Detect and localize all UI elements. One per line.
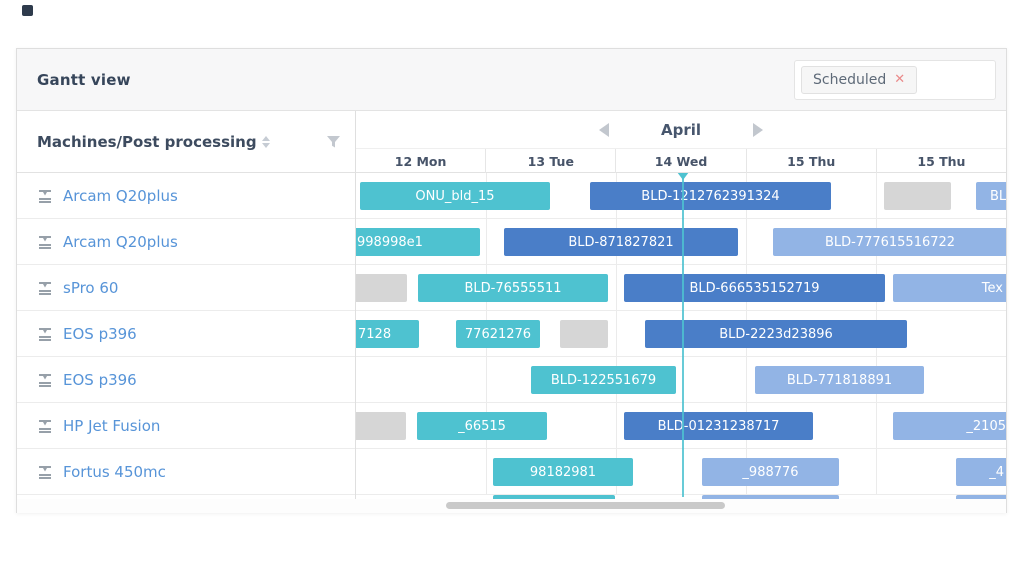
machine-row-4: EOS p396 bbox=[17, 357, 355, 403]
gantt-row-2: BLD-76555511 BLD-666535152719 Tex bbox=[356, 265, 1006, 311]
filter-chip-remove-icon[interactable]: ✕ bbox=[894, 72, 906, 87]
gantt-bar[interactable]: 77621276 bbox=[456, 320, 540, 348]
machine-link-0[interactable]: Arcam Q20plus bbox=[63, 186, 178, 205]
page-title: Gantt view bbox=[37, 70, 131, 89]
machine-link-6[interactable]: Fortus 450mc bbox=[63, 462, 166, 481]
gantt-bar[interactable]: BLD-76555511 bbox=[418, 274, 608, 302]
filter-funnel-icon[interactable] bbox=[326, 135, 341, 149]
machines-list: Arcam Q20plus Arcam Q20plus sPro 60 EOS … bbox=[17, 173, 356, 499]
corner-mark-icon bbox=[22, 5, 33, 16]
gantt-bar[interactable]: BLD-666535152719 bbox=[624, 274, 885, 302]
machine-printer-icon bbox=[37, 464, 53, 480]
gantt-bar[interactable]: _66515 bbox=[417, 412, 547, 440]
day-header-4: 15 Thu bbox=[875, 149, 1006, 173]
current-time-line bbox=[682, 173, 684, 497]
day-gridline bbox=[616, 173, 617, 495]
gantt-bar[interactable]: _4 bbox=[956, 458, 1006, 486]
machine-printer-icon bbox=[37, 372, 53, 388]
machine-link-5[interactable]: HP Jet Fusion bbox=[63, 416, 161, 435]
gantt-bar[interactable]: BLD-777615516722 bbox=[773, 228, 1006, 256]
horizontal-scrollbar bbox=[17, 499, 1006, 513]
gantt-bar[interactable]: 7128 bbox=[356, 320, 419, 348]
machines-column-header: Machines/Post processing bbox=[17, 111, 356, 173]
gantt-row-4: BLD-122551679 BLD-771818891 bbox=[356, 357, 1006, 403]
day-header-3: 15 Thu bbox=[745, 149, 876, 173]
machine-row-5: HP Jet Fusion bbox=[17, 403, 355, 449]
day-header-2: 14 Wed bbox=[615, 149, 745, 173]
filter-chip-label: Scheduled bbox=[813, 71, 887, 88]
machine-printer-icon bbox=[37, 418, 53, 434]
gantt-bar[interactable]: BLD-871827821 bbox=[504, 228, 738, 256]
machine-row-3: EOS p396 bbox=[17, 311, 355, 357]
machine-printer-icon bbox=[37, 326, 53, 342]
machine-link-4[interactable]: EOS p396 bbox=[63, 370, 137, 389]
machine-link-2[interactable]: sPro 60 bbox=[63, 278, 119, 297]
machine-row-2: sPro 60 bbox=[17, 265, 355, 311]
month-label: April bbox=[660, 120, 702, 139]
day-header-row: 12 Mon 13 Tue 14 Wed 15 Thu 15 Thu bbox=[356, 149, 1006, 173]
machine-row-0: Arcam Q20plus bbox=[17, 173, 355, 219]
sort-icon[interactable] bbox=[261, 135, 270, 148]
gantt-bar[interactable] bbox=[884, 182, 951, 210]
partial-next-row bbox=[356, 495, 1006, 499]
gantt-bar[interactable]: 98182981 bbox=[493, 458, 633, 486]
machine-printer-icon bbox=[37, 188, 53, 204]
gantt-bar[interactable]: BLD-2223d23896 bbox=[645, 320, 907, 348]
gantt-bar[interactable]: 998998e1 bbox=[356, 228, 480, 256]
gantt-row-6: 98182981 _988776 _4 bbox=[356, 449, 1006, 495]
gantt-bar[interactable]: BLD-122551679 bbox=[531, 366, 676, 394]
machines-column-title: Machines/Post processing bbox=[37, 132, 257, 151]
timeline-header: April 12 Mon 13 Tue 14 Wed 15 Thu 15 Thu bbox=[356, 111, 1006, 173]
machine-printer-icon bbox=[37, 234, 53, 250]
gantt-bar[interactable]: BL bbox=[976, 182, 1006, 210]
machine-link-3[interactable]: EOS p396 bbox=[63, 324, 137, 343]
machine-row-6: Fortus 450mc bbox=[17, 449, 355, 495]
machine-link-1[interactable]: Arcam Q20plus bbox=[63, 232, 178, 251]
gantt-bar[interactable]: ONU_bld_15 bbox=[360, 182, 550, 210]
machine-row-1: Arcam Q20plus bbox=[17, 219, 355, 265]
gantt-bar[interactable]: Tex bbox=[893, 274, 1006, 302]
title-bar: Gantt view Scheduled ✕ bbox=[17, 49, 1006, 111]
partial-bar bbox=[702, 495, 839, 499]
gantt-row-3: 7128 77621276 BLD-2223d23896 bbox=[356, 311, 1006, 357]
month-navigator: April bbox=[356, 111, 1006, 149]
gantt-bar[interactable] bbox=[356, 274, 407, 302]
gantt-row-1: 998998e1 BLD-871827821 BLD-777615516722 bbox=[356, 219, 1006, 265]
scrollbar-thumb[interactable] bbox=[446, 502, 725, 509]
filter-chip[interactable]: Scheduled ✕ bbox=[801, 65, 918, 94]
gantt-row-0: ONU_bld_15 BLD-1212762391324 BL bbox=[356, 173, 1006, 219]
gantt-bar[interactable]: _988776 bbox=[702, 458, 839, 486]
day-header-1: 13 Tue bbox=[485, 149, 615, 173]
day-header-0: 12 Mon bbox=[394, 153, 447, 169]
partial-bar bbox=[493, 495, 615, 499]
gantt-bar[interactable] bbox=[560, 320, 608, 348]
gantt-bar[interactable]: _2105 bbox=[893, 412, 1006, 440]
gantt-bar[interactable] bbox=[356, 412, 406, 440]
machine-printer-icon bbox=[37, 280, 53, 296]
gantt-bar[interactable]: BLD-01231238717 bbox=[624, 412, 813, 440]
current-time-marker-icon bbox=[677, 173, 689, 180]
prev-month-arrow-icon[interactable] bbox=[599, 122, 609, 137]
gantt-row-5: _66515 BLD-01231238717 _2105 bbox=[356, 403, 1006, 449]
gantt-panel: Gantt view Scheduled ✕ Machines/Post pro… bbox=[16, 48, 1007, 513]
filter-input[interactable]: Scheduled ✕ bbox=[794, 59, 996, 100]
partial-bar bbox=[956, 495, 1006, 499]
gantt-bar[interactable]: BLD-1212762391324 bbox=[590, 182, 831, 210]
gantt-chart-area: ONU_bld_15 BLD-1212762391324 BL 998998e1 BLD… bbox=[356, 173, 1006, 499]
next-month-arrow-icon[interactable] bbox=[753, 122, 763, 137]
gantt-bar[interactable]: BLD-771818891 bbox=[755, 366, 924, 394]
gantt-grid: Machines/Post processing April 12 Mon 13 … bbox=[17, 111, 1006, 499]
